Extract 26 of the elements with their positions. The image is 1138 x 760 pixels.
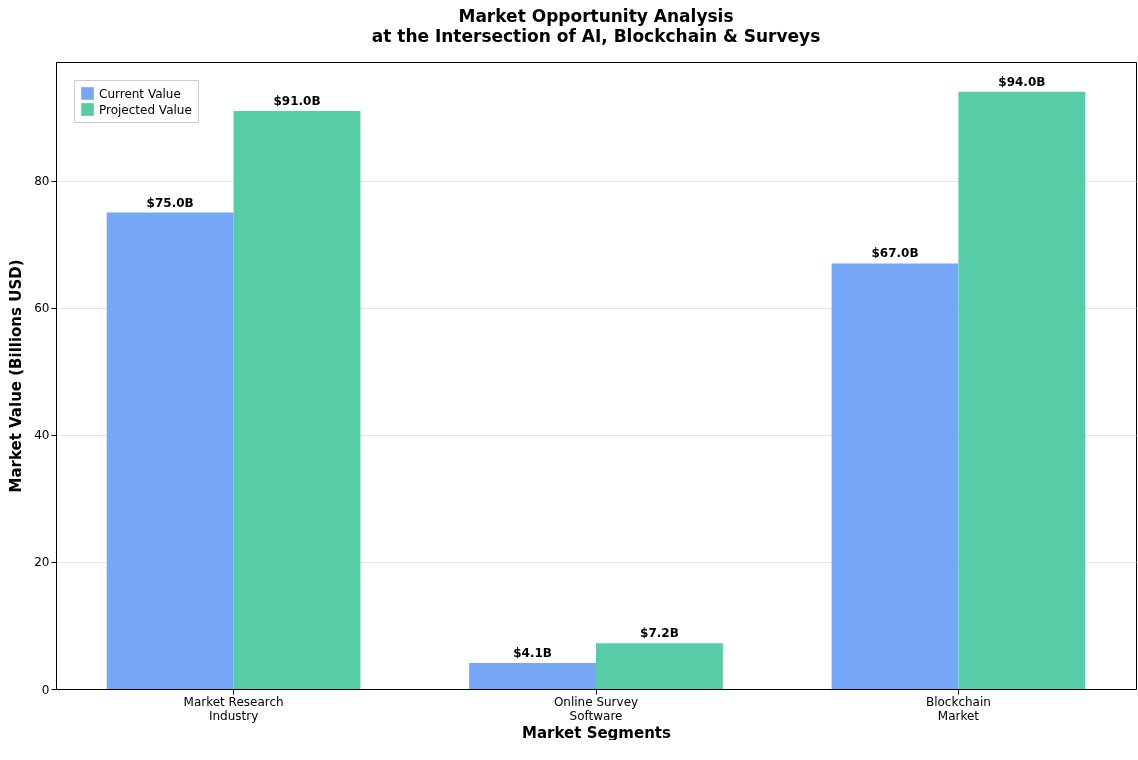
bar: [469, 662, 596, 689]
data-label: $67.0B: [871, 246, 919, 261]
bar: [106, 212, 234, 689]
y-tick-label: 0: [41, 682, 50, 697]
bar: [831, 263, 959, 689]
data-label: $91.0B: [273, 93, 321, 108]
y-tick-label: 80: [34, 174, 50, 189]
chart-subtitle: at the Intersection of AI, Blockchain & Surveys: [371, 26, 821, 46]
y-tick-label: 20: [34, 555, 50, 570]
bar: [596, 643, 723, 689]
data-label: $7.2B: [640, 626, 679, 641]
y-tick-label: 60: [34, 301, 50, 316]
data-label: $4.1B: [513, 645, 552, 660]
chart-title: Market Opportunity Analysis: [458, 6, 734, 26]
legend-label: Projected Value: [99, 102, 192, 117]
data-label: $75.0B: [146, 195, 194, 210]
x-tick-label: Online Survey Software: [553, 694, 639, 723]
y-tick-label: 40: [34, 428, 50, 443]
y-axis-title: Market Value (Billions USD): [7, 259, 26, 493]
legend-label: Current Value: [99, 86, 181, 101]
x-tick-label: Market Research Industry: [183, 694, 284, 723]
bar: [958, 91, 1086, 689]
data-label: $94.0B: [998, 74, 1046, 89]
bar: [233, 110, 361, 689]
x-tick-label: Blockchain Market: [925, 694, 991, 723]
x-axis-title: Market Segments: [522, 723, 672, 742]
